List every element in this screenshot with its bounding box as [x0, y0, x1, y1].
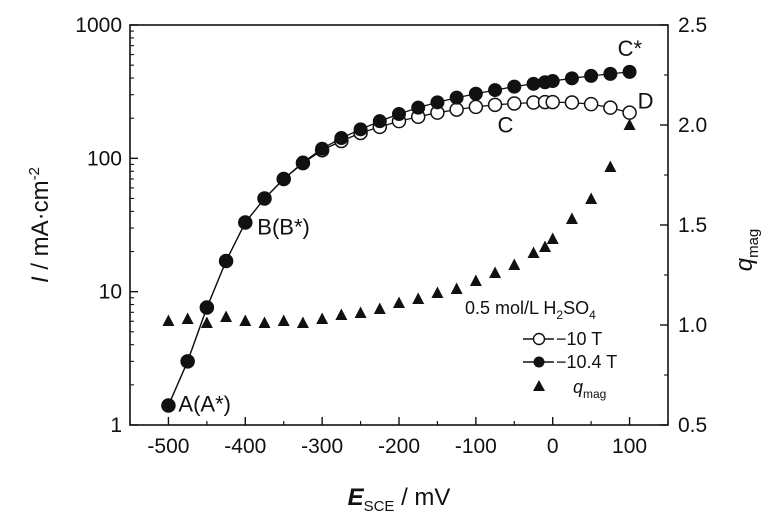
data-point [564, 71, 579, 86]
data-point [603, 100, 618, 115]
data-point [546, 232, 559, 244]
data-point [354, 306, 367, 318]
data-point [412, 292, 425, 304]
x-tick-label: 0 [547, 435, 559, 458]
ticks-layer: -500 -400 -300 -200 -100 0 100 1 10 100 1000 0.5 1.0… [75, 14, 707, 458]
legend-marker-triangle [533, 380, 545, 391]
data-point [545, 74, 560, 89]
data-point [200, 316, 213, 328]
legend-title: 0.5 mol/L H2SO4 [465, 298, 596, 322]
data-point [277, 314, 290, 326]
data-point [316, 312, 329, 324]
legend-marker-open-circle [532, 332, 546, 346]
data-point [489, 266, 502, 278]
y-left-tick-label: 100 [87, 147, 122, 170]
data-point [219, 253, 234, 268]
data-point [239, 314, 252, 326]
data-point [508, 258, 521, 270]
data-point [162, 314, 175, 326]
data-point [431, 286, 444, 298]
data-point [527, 246, 540, 258]
data-point [392, 107, 406, 122]
legend-label-10-4t: −10.4 T [556, 352, 617, 372]
data-point [564, 95, 580, 110]
annotation-label: B(B*) [257, 215, 310, 240]
annotation-label: C* [618, 36, 643, 61]
legend-label-qmag: qmag [573, 377, 606, 401]
y-right-tick-label: 1.0 [678, 314, 707, 337]
data-point [335, 308, 348, 320]
data-point [507, 79, 522, 94]
x-tick-label: -500 [147, 435, 189, 458]
series-2 [162, 118, 636, 328]
data-point [181, 312, 194, 324]
data-point [393, 296, 405, 308]
x-tick-label: -100 [455, 435, 497, 458]
data-point [334, 131, 349, 146]
y-left-tick-label: 10 [99, 281, 122, 304]
legend-marker-filled-circle [533, 356, 545, 368]
x-tick-label: -400 [224, 435, 266, 458]
data-point [296, 316, 309, 328]
data-point [372, 114, 387, 129]
data-point [468, 86, 483, 101]
series-1 [161, 64, 637, 413]
data-point [161, 398, 176, 413]
data-point [257, 191, 272, 206]
data-point [488, 83, 503, 98]
annotation-layer: A(A*) B(B*) C C* D [178, 36, 653, 417]
data-point [430, 95, 445, 110]
y-axis-left-title: I / mA·cm-2 [26, 167, 54, 283]
data-point [449, 90, 464, 105]
data-point [622, 64, 637, 79]
annotation-label: D [638, 89, 654, 114]
data-point [622, 105, 637, 120]
x-tick-label: -300 [301, 435, 343, 458]
data-point [469, 274, 482, 286]
annotation-label: A(A*) [178, 392, 231, 417]
y-left-tick-label: 1 [110, 414, 122, 437]
data-point [180, 354, 195, 369]
x-tick-label: -200 [378, 435, 420, 458]
data-point [258, 316, 271, 328]
data-point [199, 300, 214, 315]
data-point [220, 310, 233, 322]
data-point [604, 160, 617, 172]
data-point [276, 171, 291, 186]
data-point [373, 302, 386, 314]
data-point [585, 192, 598, 204]
data-point [411, 100, 426, 115]
series-layer [161, 64, 637, 413]
data-point [449, 102, 464, 117]
y-axis-right-title: qmag [731, 229, 762, 272]
data-point [487, 97, 503, 113]
data-point [238, 215, 253, 230]
y-right-tick-label: 0.5 [678, 414, 707, 437]
x-tick-label: 100 [612, 435, 647, 458]
data-point [603, 66, 618, 81]
y-right-tick-label: 2.5 [678, 14, 707, 37]
data-point [450, 282, 463, 294]
data-point [583, 96, 599, 112]
legend-label-10t: −10 T [556, 329, 602, 349]
y-right-tick-label: 2.0 [678, 114, 707, 137]
data-point [468, 99, 484, 115]
data-point [584, 68, 599, 83]
data-point [539, 240, 552, 252]
annotation-label: C [498, 113, 514, 138]
legend: 0.5 mol/L H2SO4 −10 T −10.4 T qmag [465, 298, 617, 401]
data-point [545, 94, 560, 110]
data-point [565, 212, 578, 224]
x-axis-title: ESCE / mV [348, 484, 451, 515]
data-point [507, 96, 522, 111]
y-left-tick-label: 1000 [75, 14, 122, 37]
data-point [353, 122, 368, 137]
data-point [526, 76, 541, 91]
data-point [623, 118, 636, 130]
data-point [295, 155, 310, 170]
y-right-tick-label: 1.5 [678, 214, 707, 237]
data-point [315, 141, 330, 156]
